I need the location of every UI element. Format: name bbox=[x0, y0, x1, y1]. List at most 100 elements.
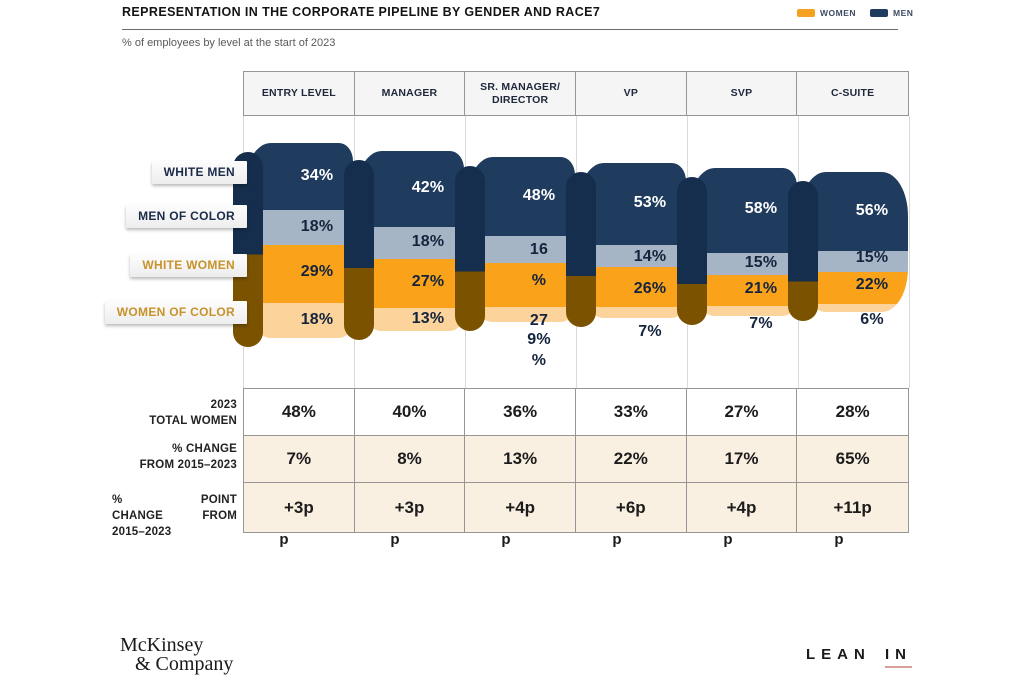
bar-segment-women-of-color bbox=[245, 302, 353, 338]
summary-row-label-3: % POINT CHANGE FROM 2015–2023 bbox=[112, 492, 237, 540]
summary-cell: 27% bbox=[687, 389, 798, 435]
bar-value-label: 48% bbox=[522, 187, 556, 204]
bar-value-label: 6% bbox=[860, 311, 884, 328]
point-change-overflow: p bbox=[390, 531, 400, 548]
pipeline-bar-6 bbox=[788, 172, 908, 321]
legend-label: MEN bbox=[893, 8, 914, 18]
summary-row-label-line: TOTAL WOMEN bbox=[149, 415, 237, 427]
bar-value-label: 34% bbox=[300, 167, 334, 184]
bar-value-label: 16 bbox=[529, 241, 549, 258]
pipeline-bar-3 bbox=[455, 157, 575, 331]
summary-cell: 36% bbox=[465, 389, 576, 435]
summary-row-label-line: % CHANGE bbox=[172, 443, 237, 455]
bar-value-label: 18% bbox=[411, 233, 445, 250]
summary-cell: 40% bbox=[355, 389, 466, 435]
point-change-overflow: p bbox=[279, 531, 289, 548]
bar-segment-white-women bbox=[578, 266, 686, 308]
bar-segment-white-men bbox=[689, 168, 797, 253]
bar-value-label: 14% bbox=[633, 248, 667, 265]
mckinsey-logo-line2: & Company bbox=[135, 653, 234, 675]
chart-subtitle: % of employees by level at the start of … bbox=[122, 37, 336, 49]
summary-row-label-line: 2023 bbox=[210, 399, 237, 411]
point-change-overflow: p bbox=[501, 531, 511, 548]
legend-label: WOMEN bbox=[820, 8, 857, 18]
summary-table: 48% 40% 36% 33% 27% 28% 7% 8% 13% 22% 17% 65% +3p +3p… bbox=[243, 388, 909, 533]
ribbon-label-white-women: WHITE WOMEN bbox=[130, 254, 247, 277]
gridline bbox=[909, 116, 910, 388]
point-change-overflow: p bbox=[723, 531, 733, 548]
mckinsey-logo-line1: McKinsey bbox=[120, 634, 204, 656]
bar-spine bbox=[455, 166, 485, 331]
bar-value-label: 42% bbox=[411, 179, 445, 196]
bar-segment-men-of-color bbox=[689, 252, 797, 275]
bar-value-label: 27% bbox=[411, 273, 445, 290]
bar-value-label: % bbox=[531, 272, 547, 289]
summary-row-2: 7% 8% 13% 22% 17% 65% bbox=[244, 436, 908, 483]
summary-cell: +3p bbox=[355, 483, 466, 532]
bar-value-label: 29% bbox=[300, 263, 334, 280]
bar-value-label: 9% bbox=[527, 331, 551, 348]
bar-segment-women-of-color bbox=[800, 303, 908, 312]
bar-body bbox=[689, 168, 797, 316]
bar-value-label: 15% bbox=[855, 249, 889, 266]
bar-segment-white-women bbox=[467, 262, 575, 308]
pipeline-bar-2 bbox=[344, 151, 464, 340]
summary-row-3: +3p +3p +4p +6p +4p +11p bbox=[244, 483, 908, 532]
bar-segment-white-men bbox=[356, 151, 464, 227]
chart-legend: WOMEN MEN bbox=[797, 8, 913, 18]
summary-cell: +4p bbox=[687, 483, 798, 532]
summary-cell: +6p bbox=[576, 483, 687, 532]
bar-value-label: 18% bbox=[300, 311, 334, 328]
summary-cell: 28% bbox=[835, 402, 870, 421]
bar-value-label: 7% bbox=[638, 323, 662, 340]
bar-segment-men-of-color bbox=[245, 209, 353, 246]
page-title: REPRESENTATION IN THE CORPORATE PIPELINE… bbox=[122, 5, 601, 19]
bar-segment-white-men bbox=[467, 157, 575, 237]
bar-body bbox=[245, 143, 353, 338]
bar-body bbox=[800, 172, 908, 312]
bar-segment-women-of-color bbox=[689, 305, 797, 316]
bar-spine bbox=[566, 172, 596, 327]
bar-segment-white-women bbox=[689, 274, 797, 306]
bar-segment-white-women bbox=[800, 272, 908, 304]
bar-value-label: 56% bbox=[855, 202, 889, 219]
summary-cell: 8% bbox=[355, 436, 466, 482]
summary-cell: 22% bbox=[576, 436, 687, 482]
column-header: SVP bbox=[687, 72, 798, 115]
bar-segment-men-of-color bbox=[467, 236, 575, 263]
leanin-word-in: IN bbox=[885, 646, 913, 668]
ribbon-label-white-men: WHITE MEN bbox=[151, 161, 247, 184]
bar-value-label: 7% bbox=[749, 315, 773, 332]
summary-cell: 13% bbox=[465, 436, 576, 482]
bar-spine bbox=[677, 177, 707, 325]
legend-swatch-icon bbox=[797, 9, 815, 17]
bar-value-label: 53% bbox=[633, 194, 667, 211]
bar-value-label: 15% bbox=[744, 254, 778, 271]
summary-cell: +11p bbox=[833, 497, 872, 517]
point-change-overflow: p bbox=[612, 531, 622, 548]
summary-cell: 48% bbox=[244, 389, 355, 435]
bar-value-label: 13% bbox=[411, 310, 445, 327]
bar-segment-men-of-color bbox=[578, 245, 686, 267]
summary-row-label-line: FROM 2015–2023 bbox=[139, 459, 237, 471]
bar-segment-women-of-color bbox=[356, 307, 464, 331]
bar-value-label: 26% bbox=[633, 280, 667, 297]
pipeline-bar-4 bbox=[566, 163, 686, 327]
mckinsey-logo: McKinsey & Company bbox=[120, 634, 234, 675]
bar-segment-white-men bbox=[578, 163, 686, 246]
bar-spine bbox=[788, 181, 818, 321]
summary-row-label-line: % POINT bbox=[112, 494, 237, 506]
summary-cell: 33% bbox=[576, 389, 687, 435]
bar-body bbox=[578, 163, 686, 318]
pipeline-bar-5 bbox=[677, 168, 797, 325]
summary-row-label-line: CHANGE FROM bbox=[112, 510, 237, 522]
column-header: SR. MANAGER/ DIRECTOR bbox=[465, 72, 576, 115]
bar-value-label: 58% bbox=[744, 200, 778, 217]
column-headers: ENTRY LEVEL MANAGER SR. MANAGER/ DIRECTOR V… bbox=[243, 71, 909, 116]
summary-row-label-2: % CHANGE FROM 2015–2023 bbox=[112, 441, 237, 473]
summary-row-label-1: 2023 TOTAL WOMEN bbox=[112, 397, 237, 429]
legend-swatch-icon bbox=[870, 9, 889, 17]
ribbon-label-women-of-color: WOMEN OF COLOR bbox=[104, 301, 247, 324]
summary-cell: +3p bbox=[244, 483, 355, 532]
